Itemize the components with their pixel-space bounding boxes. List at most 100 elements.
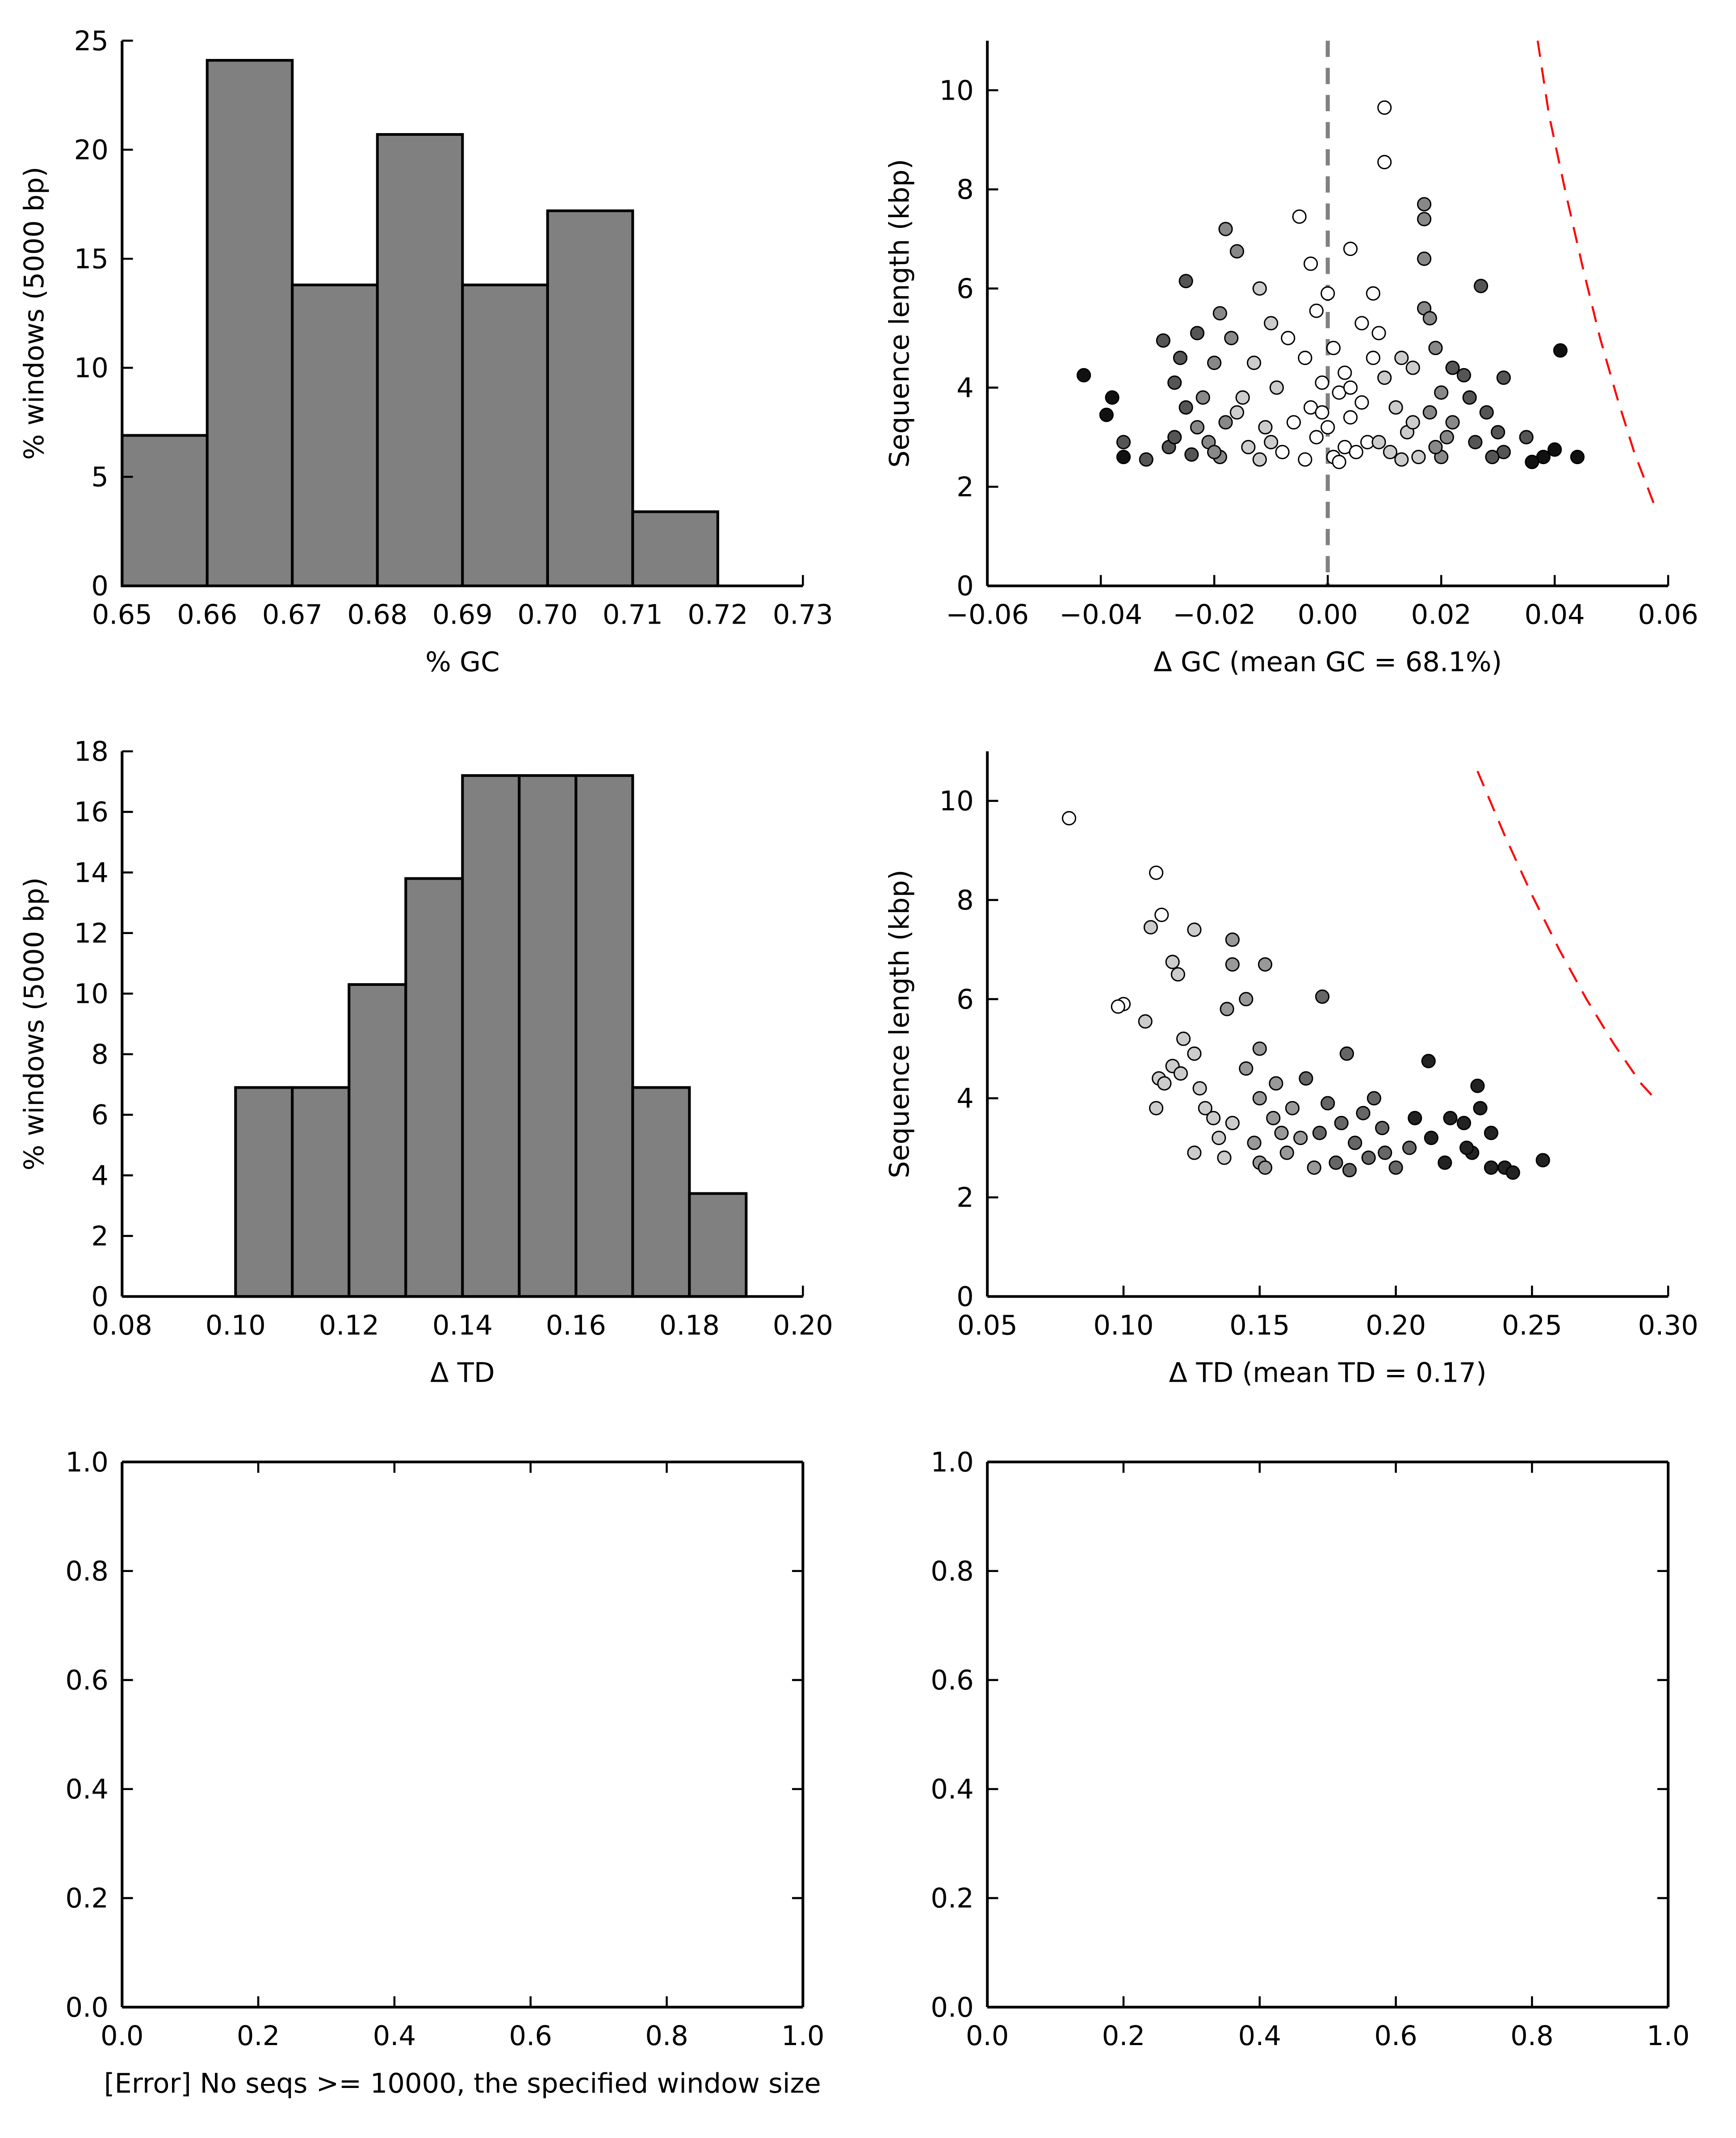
x-axis-label: % GC bbox=[425, 647, 499, 678]
point bbox=[1388, 1160, 1403, 1175]
y-tick-label: 25 bbox=[74, 25, 109, 57]
point bbox=[1315, 989, 1330, 1004]
point bbox=[1298, 351, 1312, 365]
y-tick-label: 14 bbox=[74, 857, 109, 889]
point bbox=[1173, 1066, 1188, 1081]
point bbox=[1176, 1031, 1191, 1046]
y-tick-label: 18 bbox=[74, 736, 109, 767]
point bbox=[1371, 435, 1386, 449]
point bbox=[1342, 1163, 1357, 1178]
point bbox=[1411, 449, 1426, 465]
point bbox=[1167, 375, 1182, 390]
bar bbox=[631, 510, 719, 587]
y-tick-label: 0.4 bbox=[65, 1774, 109, 1805]
x-tick-label: 1.0 bbox=[781, 2021, 825, 2052]
x-tick-label: 0.2 bbox=[237, 2021, 280, 2052]
point bbox=[1264, 316, 1279, 331]
y-tick-label: 6 bbox=[956, 273, 974, 305]
point bbox=[1187, 1145, 1202, 1160]
point bbox=[1187, 1046, 1202, 1061]
point bbox=[1485, 449, 1500, 465]
point bbox=[1553, 343, 1568, 358]
point bbox=[1321, 1096, 1335, 1111]
y-tick-label: 1.0 bbox=[931, 1447, 974, 1478]
y-tick-label: 8 bbox=[956, 885, 974, 916]
y-tick-label: 2 bbox=[956, 1182, 974, 1214]
y-tick-label: 0.0 bbox=[65, 1992, 109, 2023]
point bbox=[1307, 1160, 1321, 1175]
y-tick-label: 10 bbox=[74, 353, 109, 384]
point bbox=[1154, 907, 1169, 922]
point bbox=[1519, 430, 1534, 444]
x-tick-label: 0.71 bbox=[603, 599, 663, 630]
point bbox=[1321, 420, 1335, 435]
point bbox=[1309, 303, 1324, 318]
point bbox=[1285, 1101, 1300, 1115]
y-tick-label: 0 bbox=[956, 571, 974, 602]
point bbox=[1252, 281, 1267, 296]
point bbox=[1212, 306, 1227, 321]
x-tick-label: 0.6 bbox=[1374, 2021, 1417, 2052]
point bbox=[1195, 390, 1210, 405]
point bbox=[1366, 351, 1380, 365]
point bbox=[1484, 1160, 1498, 1175]
point bbox=[1229, 405, 1245, 420]
x-tick-label: 0.15 bbox=[1229, 1310, 1290, 1341]
y-tick-label: 16 bbox=[74, 797, 109, 828]
x-tick-label: 0.25 bbox=[1502, 1310, 1562, 1341]
y-tick-label: 6 bbox=[91, 1100, 109, 1131]
y-tick-label: 12 bbox=[74, 918, 109, 949]
point bbox=[1229, 244, 1245, 259]
bar bbox=[291, 1086, 351, 1298]
point bbox=[1473, 1101, 1488, 1115]
point bbox=[1371, 326, 1386, 340]
x-tick-label: 0.20 bbox=[773, 1310, 833, 1341]
y-tick-label: 4 bbox=[956, 1083, 974, 1115]
point bbox=[1428, 340, 1443, 356]
point bbox=[1116, 449, 1131, 465]
point bbox=[1157, 1076, 1172, 1091]
point bbox=[1149, 1101, 1164, 1115]
point bbox=[1266, 1111, 1281, 1125]
point bbox=[1459, 1140, 1474, 1155]
bar bbox=[461, 774, 521, 1298]
point bbox=[1326, 340, 1341, 356]
point bbox=[1343, 241, 1358, 256]
x-tick-label: 0.66 bbox=[177, 599, 237, 630]
x-tick-label: −0.04 bbox=[1059, 599, 1142, 630]
point bbox=[1348, 1136, 1363, 1150]
point bbox=[1225, 957, 1240, 972]
point bbox=[1220, 1002, 1234, 1016]
point bbox=[1375, 1120, 1390, 1136]
point bbox=[1105, 390, 1120, 405]
point bbox=[1258, 957, 1273, 972]
point bbox=[1247, 1136, 1262, 1150]
point bbox=[1217, 1150, 1232, 1165]
x-tick-label: 0.4 bbox=[373, 2021, 416, 2052]
point bbox=[1225, 932, 1240, 947]
point bbox=[1456, 1115, 1472, 1131]
y-tick-label: 4 bbox=[91, 1160, 109, 1191]
bar bbox=[546, 209, 634, 587]
x-tick-label: 0.04 bbox=[1525, 599, 1585, 630]
x-tick-label: 0.10 bbox=[205, 1310, 266, 1341]
y-axis-label: Sequence length (kbp) bbox=[884, 159, 915, 468]
point bbox=[1547, 442, 1562, 457]
point bbox=[1061, 811, 1077, 826]
x-tick-label: 0.73 bbox=[773, 599, 833, 630]
point bbox=[1076, 368, 1091, 383]
y-tick-label: 0.4 bbox=[931, 1774, 974, 1805]
y-tick-label: 20 bbox=[74, 134, 109, 166]
x-tick-label: −0.06 bbox=[946, 599, 1029, 630]
x-tick-label: 0.68 bbox=[347, 599, 407, 630]
point bbox=[1366, 286, 1380, 301]
bar bbox=[518, 774, 578, 1298]
point bbox=[1312, 1126, 1327, 1140]
y-axis-label: Sequence length (kbp) bbox=[884, 870, 915, 1178]
point bbox=[1173, 351, 1188, 365]
y-tick-label: 10 bbox=[939, 786, 974, 817]
point bbox=[1468, 435, 1483, 449]
point bbox=[1438, 1155, 1452, 1170]
